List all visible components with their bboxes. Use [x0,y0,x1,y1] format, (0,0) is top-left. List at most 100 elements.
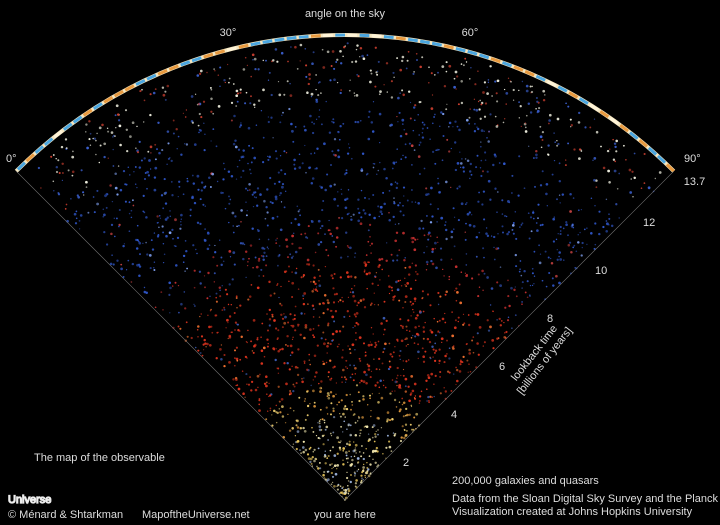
galaxy-dot [390,286,393,289]
galaxy-dot [465,118,469,122]
galaxy-dot [453,228,455,230]
galaxy-dot [486,92,489,95]
galaxy-dot [329,449,332,452]
galaxy-dot [271,424,274,427]
galaxy-dot [55,170,59,174]
galaxy-dot [348,440,351,443]
galaxy-dot [320,123,323,126]
galaxy-dot [391,390,393,393]
galaxy-dot [310,219,313,222]
galaxy-dot [250,172,252,175]
galaxy-dot [183,291,186,293]
galaxy-dot [370,121,374,124]
galaxy-dot [605,230,608,233]
galaxy-dot [467,371,469,373]
angle-label: 0° [6,153,17,165]
galaxy-dot [346,42,349,45]
galaxy-dot [431,215,434,218]
angle-label: 60° [462,27,479,39]
galaxy-dot [364,474,366,477]
galaxy-dot [301,380,304,384]
galaxy-dot [359,381,361,384]
galaxy-dot [523,187,526,190]
galaxy-dot [428,340,432,344]
galaxy-dot [324,338,327,341]
rim-segment [578,97,589,105]
galaxy-dot [478,286,481,289]
galaxy-dot [569,241,572,244]
galaxy-dot [274,48,278,51]
galaxy-dot [296,439,300,443]
galaxy-dot [133,171,135,173]
galaxy-dot [349,424,352,427]
galaxy-dot [93,137,97,141]
galaxy-dot [263,251,266,254]
galaxy-dot [413,106,416,109]
galaxy-dot [340,193,343,195]
galaxy-dot [382,316,386,320]
galaxy-dot [517,194,520,197]
galaxy-dot [434,374,437,377]
galaxy-dot [487,81,490,84]
galaxy-dot [283,270,287,274]
galaxy-dot [359,432,362,435]
galaxy-dot [486,137,488,139]
rim-segment [665,163,675,173]
galaxy-dot [154,306,157,309]
galaxy-dot [258,403,261,406]
galaxy-dot [346,310,349,313]
galaxy-dot [416,272,419,276]
galaxy-dot [293,163,296,166]
galaxy-dot [312,430,315,433]
galaxy-dot [355,384,359,387]
galaxy-dot [207,271,210,275]
galaxy-dot [292,336,294,339]
galaxy-dot [255,124,258,126]
galaxy-dot [157,121,160,125]
galaxy-dot [353,455,356,458]
rim-segment [395,36,406,41]
galaxy-dot [492,347,495,350]
galaxy-dot [245,214,248,217]
galaxy-dot [548,271,551,275]
site-link[interactable]: MapoftheUniverse.net [142,509,250,521]
galaxy-dot [332,366,335,369]
galaxy-dot [317,467,320,470]
galaxy-dot [180,213,183,217]
galaxy-dot [446,370,450,373]
galaxy-dot [219,85,221,87]
galaxy-dot [434,247,437,250]
galaxy-dot [301,377,303,380]
galaxy-dot [249,376,252,379]
galaxy-dot [469,370,472,373]
galaxy-dot [109,262,113,266]
galaxy-dot [325,248,328,252]
galaxy-dot [492,310,494,313]
galaxy-dot [401,118,405,122]
galaxy-dot [372,424,376,427]
galaxy-dot [456,125,459,128]
galaxy-dot [377,60,380,63]
galaxy-dot [371,130,375,133]
galaxy-dot [260,254,263,257]
galaxy-dot [254,67,257,71]
galaxy-dot [465,222,467,225]
galaxy-dot [300,452,302,454]
galaxy-dot [483,115,487,118]
galaxy-dot [399,408,402,411]
galaxy-dot [460,80,463,83]
galaxy-dot [234,321,237,324]
galaxy-dot [246,209,248,212]
galaxy-dot [295,382,298,385]
galaxy-dot [153,268,156,272]
galaxy-dot [468,170,472,173]
galaxy-dot [341,217,344,220]
galaxy-dot [240,122,242,124]
galaxy-dot [411,164,413,166]
galaxy-dot [78,220,81,222]
galaxy-dot [294,365,298,369]
rim-segment [656,154,667,164]
galaxy-dot [393,197,395,199]
galaxy-dot [320,409,322,411]
galaxy-dot [228,81,230,84]
